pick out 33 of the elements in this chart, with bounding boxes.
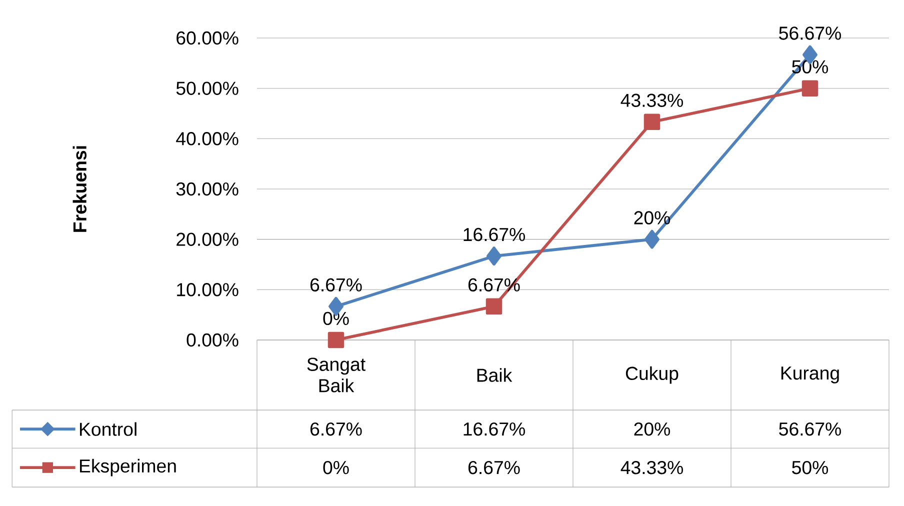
- point: [486, 246, 502, 266]
- x-tick-label: Sangat Baik: [307, 358, 366, 392]
- point: [486, 298, 502, 315]
- text: 20%: [634, 211, 670, 224]
- point: [802, 80, 818, 96]
- data-label: 56.67%: [779, 422, 841, 436]
- y-tick-label: 0.00%: [186, 333, 238, 347]
- data-label: 43.33%: [620, 460, 683, 474]
- legend-label: Eksperimen: [80, 458, 176, 476]
- legend-label: Kontrol: [80, 422, 136, 436]
- text: 6.67%: [310, 278, 362, 292]
- y-tick-label: 10.00%: [177, 283, 238, 296]
- data-label: 0%: [323, 460, 349, 474]
- text: 56.67%: [779, 26, 841, 40]
- data-label: 50%: [792, 460, 828, 474]
- point: [328, 332, 344, 348]
- y-tick-label: 30.00%: [176, 182, 238, 196]
- text: 16.67%: [464, 228, 525, 242]
- point: [644, 230, 660, 249]
- x-tick-label: Kurang: [781, 366, 839, 384]
- data-label: 16.67%: [464, 422, 525, 436]
- y-tick-label: 40.00%: [176, 132, 238, 146]
- x-tick-label: Cukup: [626, 366, 678, 384]
- text: 43.33%: [620, 94, 683, 107]
- y-axis-title: Frekuensi: [72, 146, 86, 232]
- data-label: 20%: [634, 422, 670, 436]
- y-tick-label: 60.00%: [176, 31, 238, 45]
- data-label: 6.67%: [468, 460, 520, 474]
- x-tick-label: Baik: [477, 368, 512, 382]
- y-tick-label: 50.00%: [176, 82, 238, 95]
- point: [644, 114, 660, 130]
- data-label: 6.67%: [310, 422, 362, 436]
- y-tick-label: 20.00%: [176, 232, 238, 246]
